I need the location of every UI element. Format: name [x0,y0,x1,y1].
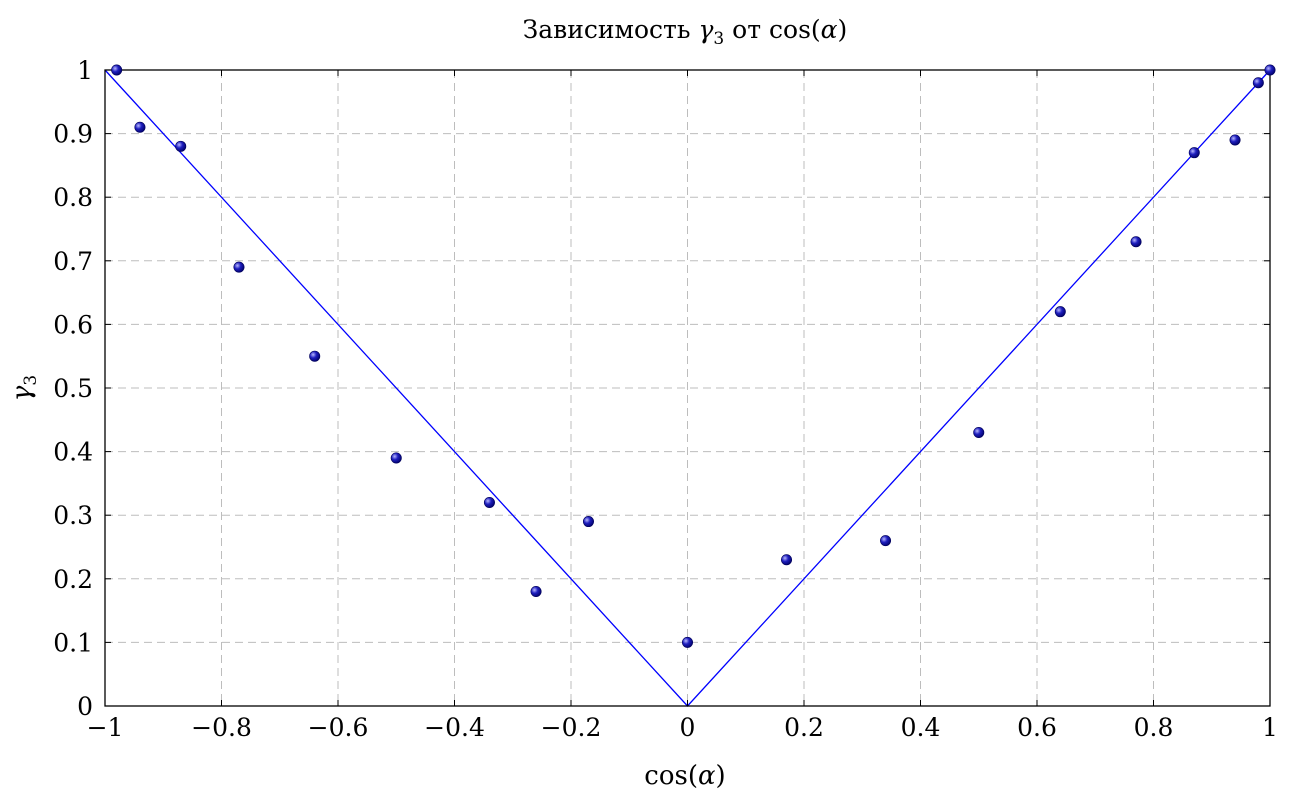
x-axis-label: cos(α) [644,761,725,791]
x-tick-label: 0 [680,713,696,742]
label-layer: −1 −0.8 −0.6 −0.4 −0.2 0 0.2 0.4 0.6 0.8 100.10.20… [7,15,1278,791]
data-point [310,351,320,361]
x-tick-label: −0.2 [541,713,602,742]
data-point [682,637,692,647]
y-tick-label: 0.9 [53,120,93,149]
data-point [484,497,494,507]
data-point [176,141,186,151]
data-point [1055,306,1065,316]
y-tick-label: 0.1 [53,628,93,657]
x-tick-label: 1 [1262,713,1278,742]
y-tick-label: 0 [77,692,93,721]
y-tick-label: 0.2 [53,565,93,594]
data-point [974,427,984,437]
data-point [880,535,890,545]
data-point [391,453,401,463]
data-point [1230,135,1240,145]
data-point [583,516,593,526]
y-tick-label: 0.6 [53,310,93,339]
x-tick-label: 0.6 [1017,713,1057,742]
data-point [531,586,541,596]
x-tick-label: 0.8 [1134,713,1174,742]
data-point [1131,237,1141,247]
x-tick-label: 0.4 [901,713,941,742]
x-tick-label: −0.8 [191,713,252,742]
data-point [1265,65,1275,75]
data-point [1189,147,1199,157]
y-tick-label: 0.8 [53,183,93,212]
data-point [135,122,145,132]
y-tick-label: 0.4 [53,438,93,467]
data-point [1253,78,1263,88]
x-tick-label: −0.4 [424,713,485,742]
y-axis-label: γ3 [7,375,41,401]
data-point [781,555,791,565]
data-point [111,65,121,75]
x-tick-label: 0.2 [784,713,824,742]
chart-title: Зависимость γ3 от cos(α) [523,15,848,49]
data-points-layer [111,65,1275,648]
grid-layer [105,70,1270,706]
y-tick-label: 1 [77,56,93,85]
y-tick-label: 0.3 [53,501,93,530]
y-tick-label: 0.5 [53,374,93,403]
x-tick-label: −0.6 [308,713,369,742]
data-point [234,262,244,272]
y-tick-label: 0.7 [53,247,93,276]
